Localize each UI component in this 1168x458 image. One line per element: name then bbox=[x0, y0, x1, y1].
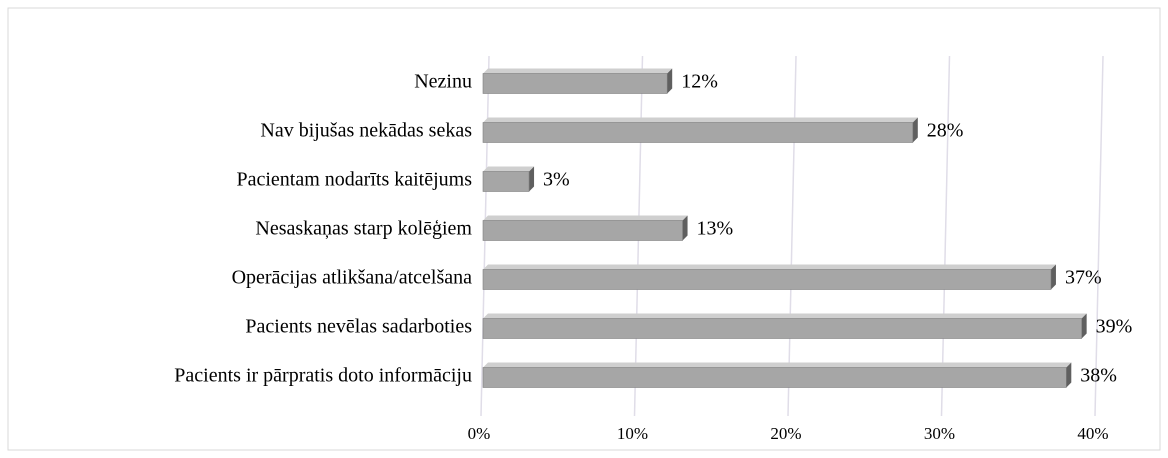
value-label: 38% bbox=[1080, 365, 1117, 387]
value-label: 37% bbox=[1065, 267, 1102, 289]
y-tick-label: Nezinu bbox=[414, 71, 472, 93]
bar bbox=[482, 367, 1067, 388]
bar bbox=[482, 122, 914, 143]
bar-side bbox=[1066, 362, 1072, 388]
bar-side bbox=[912, 117, 918, 143]
value-label: 12% bbox=[681, 71, 718, 93]
bar bbox=[482, 171, 530, 192]
bar-side bbox=[667, 68, 673, 94]
y-tick-label: Pacientam nodarīts kaitējums bbox=[237, 169, 473, 191]
grid-line bbox=[940, 55, 951, 417]
bar-side bbox=[529, 166, 535, 192]
y-tick-label: Pacients ir pārpratis doto informāciju bbox=[174, 365, 472, 387]
bar bbox=[482, 318, 1082, 339]
bar-top bbox=[483, 68, 673, 74]
value-label: 13% bbox=[697, 218, 734, 240]
bar-top bbox=[483, 362, 1072, 368]
x-tick-label: 20% bbox=[770, 424, 801, 443]
bar-top bbox=[483, 117, 918, 123]
bar-side bbox=[682, 215, 688, 241]
grid-line bbox=[787, 55, 797, 417]
y-tick-label: Operācijas atlikšana/atcelšana bbox=[232, 267, 473, 289]
bar-top bbox=[483, 215, 688, 221]
bar bbox=[482, 269, 1052, 290]
value-label: 39% bbox=[1096, 316, 1133, 338]
bar-top bbox=[483, 313, 1087, 319]
grid-line bbox=[1094, 55, 1104, 417]
bar bbox=[482, 220, 683, 241]
bar-top bbox=[483, 166, 535, 172]
y-tick-label: Nav bijušas nekādas sekas bbox=[260, 120, 472, 142]
x-tick-label: 40% bbox=[1077, 424, 1108, 443]
x-tick-label: 10% bbox=[617, 424, 648, 443]
x-tick-label: 0% bbox=[468, 424, 491, 443]
value-label: 3% bbox=[543, 169, 570, 191]
bar bbox=[482, 73, 668, 94]
x-tick-label: 30% bbox=[924, 424, 955, 443]
value-label: 28% bbox=[927, 120, 964, 142]
bar-side bbox=[1050, 264, 1056, 290]
bar-side bbox=[1081, 313, 1087, 339]
y-tick-label: Pacients nevēlas sadarboties bbox=[245, 316, 472, 338]
y-tick-label: Nesaskaņas starp kolēģiem bbox=[255, 218, 472, 240]
bar-top bbox=[483, 264, 1056, 270]
